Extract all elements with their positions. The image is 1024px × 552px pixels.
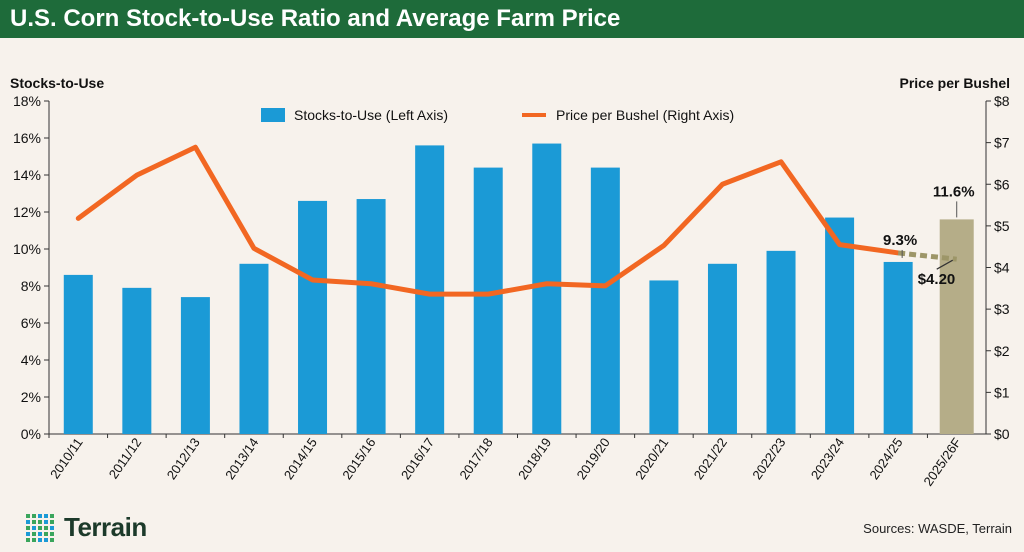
bar-2016/17: [415, 145, 445, 434]
bar-2014/15: [298, 200, 328, 434]
terrain-logo: Terrain: [26, 512, 147, 543]
bar-2020/21: [649, 280, 679, 434]
x-tick-label: 2024/25: [866, 435, 905, 482]
y-right-tick-label: $6: [994, 176, 1010, 192]
x-tick-label: 2011/12: [106, 435, 145, 481]
y-left-tick-label: 10%: [13, 241, 41, 257]
annotation-2025-26-stocks: 11.6%: [933, 183, 975, 200]
bar-2023/24: [825, 217, 855, 434]
y-right-tick-label: $2: [994, 343, 1010, 359]
x-tick-label: 2021/22: [691, 435, 730, 482]
y-left-tick-label: 0%: [21, 426, 41, 442]
y-left-tick-label: 6%: [21, 315, 41, 331]
bar-2011/12: [122, 287, 152, 434]
bar-2019/20: [590, 167, 620, 434]
bar-2017/18: [473, 167, 503, 434]
y-left-tick-label: 8%: [21, 278, 41, 294]
x-tick-label: 2023/24: [808, 435, 847, 482]
y-right-tick-label: $3: [994, 301, 1010, 317]
x-tick-label: 2022/23: [749, 435, 788, 482]
bar-2025/26F: [939, 219, 974, 434]
x-tick-label: 2020/21: [632, 435, 671, 482]
y-right-tick-label: $7: [994, 135, 1010, 151]
chart: 0% 2% 4% 6% 8% 10% 12% 14% 16% 18% $0 $1 $2 $3 $4 $5 $6 $…: [10, 75, 1011, 489]
y-left-tick-label: 12%: [13, 204, 41, 220]
bar-2024/25: [883, 261, 913, 434]
y-right-tick-label: $1: [994, 384, 1010, 400]
y-left-tick-label: 18%: [13, 93, 41, 109]
legend-swatch-stocks: [261, 108, 285, 122]
y-left-tick-label: 14%: [13, 167, 41, 183]
annotation-2025-26-price: $4.20: [918, 271, 956, 288]
bar-2018/19: [532, 143, 562, 435]
y-left-tick-label: 2%: [21, 389, 41, 405]
y-left-tick-label: 4%: [21, 352, 41, 368]
x-tick-label: 2012/13: [164, 435, 203, 482]
bar-2015/16: [356, 199, 386, 434]
header-bar: U.S. Corn Stock-to-Use Ratio and Average…: [0, 0, 1024, 38]
x-tick-label: 2010/11: [47, 435, 86, 481]
x-tick-label: 2013/14: [222, 435, 261, 482]
x-tick-label: 2019/20: [574, 435, 613, 482]
legend-label-price: Price per Bushel (Right Axis): [556, 107, 734, 123]
annotation-2024-25-stocks: 9.3%: [883, 232, 917, 249]
x-tick-label: 2015/16: [339, 435, 378, 482]
y-right-tick-label: $0: [994, 426, 1010, 442]
bar-2022/23: [766, 250, 796, 434]
x-tick-label: 2016/17: [398, 435, 437, 482]
annotation-price-leader: [936, 259, 954, 270]
bar-2021/22: [707, 263, 737, 434]
price-line-forecast: [897, 250, 957, 262]
y-right-tick-label: $5: [994, 218, 1010, 234]
bar-2013/14: [239, 263, 269, 434]
y-left-axis-title: Stocks-to-Use: [10, 75, 104, 91]
y-right-axis-title: Price per Bushel: [900, 75, 1011, 91]
legend-label-stocks: Stocks-to-Use (Left Axis): [294, 107, 448, 123]
y-right-tick-label: $8: [994, 93, 1010, 109]
bar-2010/11: [63, 274, 93, 434]
brand-name: Terrain: [64, 512, 147, 542]
x-tick-label: 2017/18: [456, 435, 495, 482]
y-right-tick-label: $4: [994, 260, 1010, 276]
sources-note: Sources: WASDE, Terrain: [863, 521, 1012, 536]
x-tick-label: 2025/26F: [920, 435, 964, 489]
chart-title: U.S. Corn Stock-to-Use Ratio and Average…: [10, 5, 621, 32]
x-tick-label: 2018/19: [515, 435, 554, 482]
terrain-dots-icon: [26, 513, 54, 542]
price-line: [75, 144, 901, 297]
bar-2012/13: [180, 297, 210, 434]
x-tick-label: 2014/15: [281, 435, 320, 482]
y-left-tick-label: 16%: [13, 130, 41, 146]
